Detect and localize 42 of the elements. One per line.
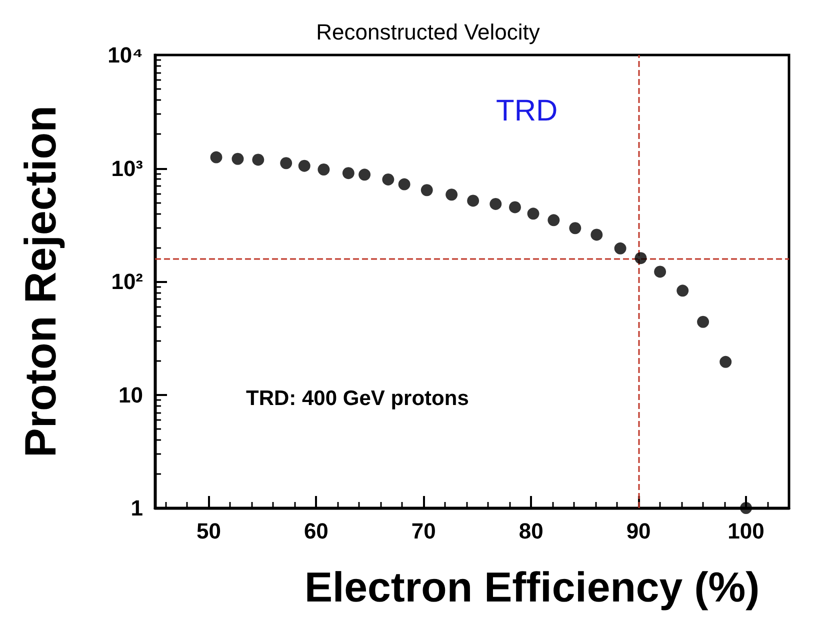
annotation: TRD: 400 GeV protons (246, 387, 469, 410)
x-axis-title: Electron Efficiency (%) (304, 564, 760, 610)
point (382, 173, 394, 186)
point (697, 316, 710, 328)
point (280, 157, 292, 170)
x-tick-label: 100 (728, 518, 764, 544)
point (654, 266, 666, 278)
point (318, 164, 330, 176)
point (676, 284, 689, 297)
y-tick-label: 10 (118, 382, 143, 408)
point (740, 502, 752, 514)
point (342, 167, 354, 180)
point (569, 222, 582, 234)
point (210, 151, 222, 164)
point (420, 184, 433, 196)
point (527, 208, 540, 220)
y-axis-title: Proton Rejection (16, 105, 66, 458)
x-tick-label: 50 (196, 518, 221, 544)
point (252, 154, 264, 166)
point (634, 252, 647, 264)
point (614, 242, 626, 254)
point (298, 160, 310, 172)
x-tick-label: 90 (626, 518, 651, 544)
point (720, 356, 732, 368)
y-tick-label: 10² (111, 269, 143, 294)
point (446, 188, 458, 201)
x-tick-label: 70 (411, 518, 436, 544)
point (232, 152, 244, 165)
point (548, 214, 560, 226)
point (467, 194, 480, 207)
point (398, 178, 410, 190)
point (508, 201, 521, 214)
point (358, 168, 371, 181)
point (590, 228, 603, 241)
annotation: TRD (496, 94, 558, 128)
y-tick-label: 1 (130, 496, 143, 520)
x-tick-label: 80 (518, 518, 544, 544)
point (490, 198, 502, 210)
chart-title: Reconstructed Velocity (316, 20, 540, 44)
y-tick-label: 10³ (111, 156, 143, 181)
y-tick-label: 10⁴ (108, 42, 143, 68)
x-tick-label: 60 (304, 518, 328, 544)
